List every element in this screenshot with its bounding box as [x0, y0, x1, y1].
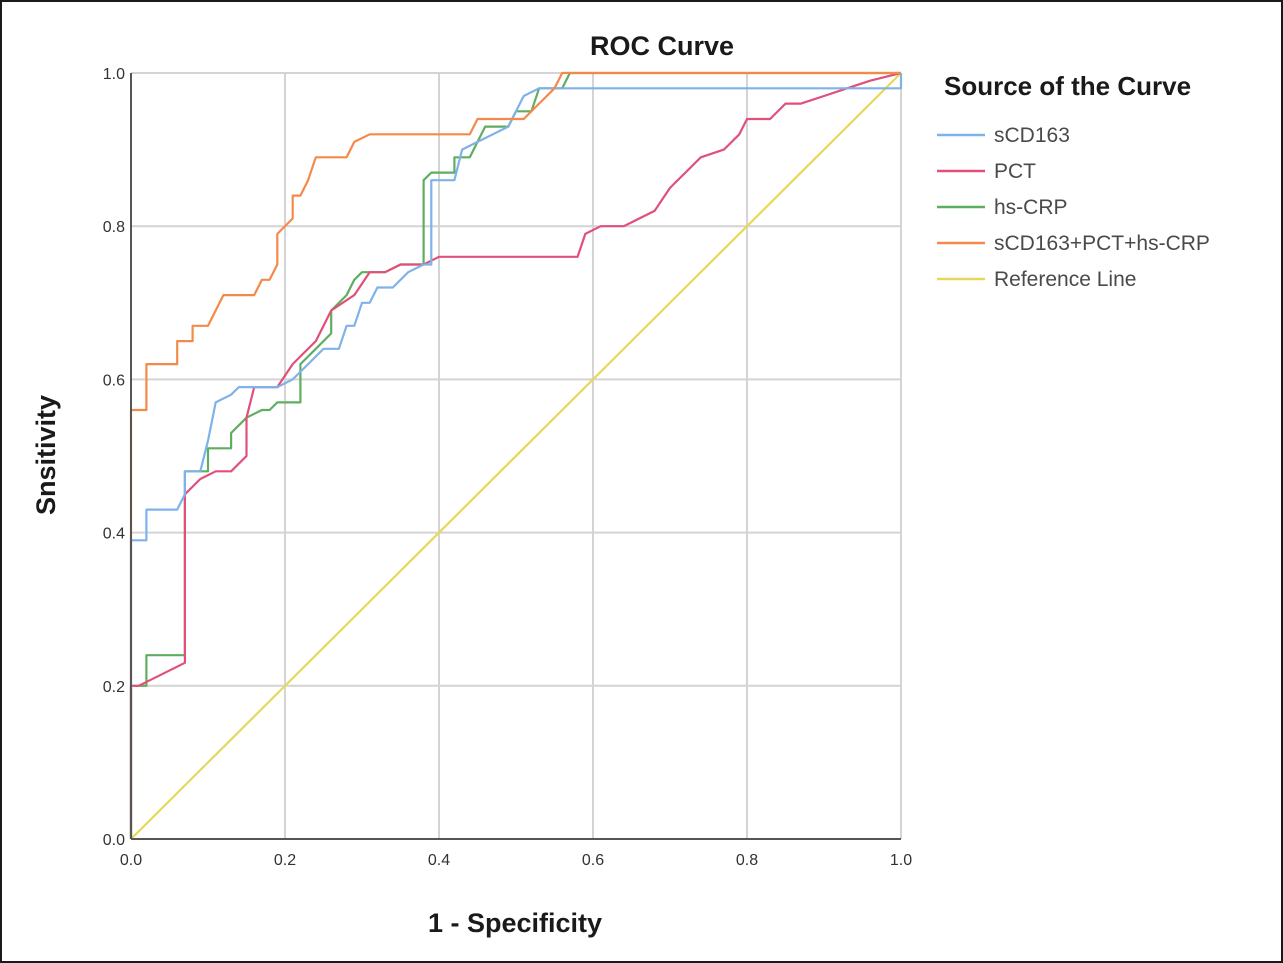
y-tick-label: 0.4: [103, 526, 125, 543]
y-tick-label: 1.0: [103, 66, 125, 83]
y-tick-label: 0.8: [103, 219, 125, 236]
legend-entry: sCD163+PCT+hs-CRP: [994, 232, 1210, 255]
y-tick-label: 0.6: [103, 372, 125, 389]
y-tick-label: 0.2: [103, 679, 125, 696]
legend-entry: hs-CRP: [994, 196, 1068, 219]
series-line: [129, 71, 901, 839]
series-line: [129, 73, 903, 839]
y-axis-label: Snsitivity: [31, 395, 61, 515]
series-line: [130, 72, 902, 840]
x-tick-label: 0.6: [582, 852, 604, 869]
legend-entry: sCD163: [994, 124, 1070, 147]
legend-entry: PCT: [994, 160, 1036, 183]
axes: [130, 73, 901, 840]
tick-labels: 0.0 0.2 0.4 0.6 0.8 1.0 0.0 0.2 0.4 0.6 0.8 1.0: [103, 66, 912, 869]
legend-title: Source of the Curve: [944, 71, 1191, 101]
curves: [129, 71, 903, 840]
y-tick-label: 0.0: [103, 832, 125, 849]
x-axis-label: 1 - Specificity: [428, 908, 602, 938]
x-tick-label: 1.0: [890, 852, 912, 869]
legend-entry: Reference Line: [994, 268, 1136, 291]
x-tick-label: 0.0: [120, 852, 142, 869]
chart-title: ROC Curve: [590, 31, 734, 61]
legend: sCD163 PCT hs-CRP sCD163+PCT+hs-CRP Referenc…: [937, 124, 1210, 291]
x-tick-label: 0.8: [736, 852, 758, 869]
x-tick-label: 0.4: [428, 852, 450, 869]
grid: [131, 72, 902, 839]
series-line: [129, 71, 901, 839]
x-tick-label: 0.2: [274, 852, 296, 869]
